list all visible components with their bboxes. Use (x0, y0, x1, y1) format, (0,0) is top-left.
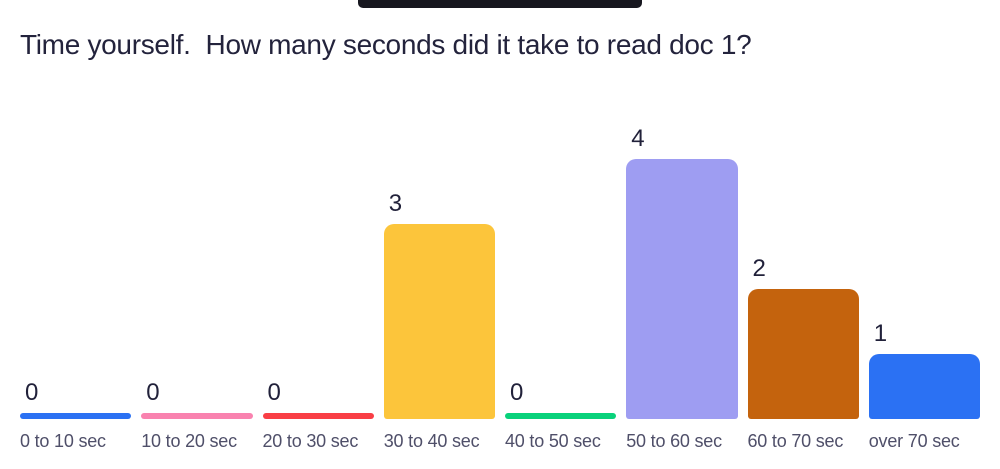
labels-row: 0 to 10 sec 10 to 20 sec 20 to 30 sec 30 to… (20, 432, 980, 450)
bar-column: 0 (141, 379, 253, 419)
bar (868, 354, 980, 419)
bar-value-label: 0 (510, 379, 524, 406)
bar-column: 1 (868, 320, 980, 419)
bar-chart: 0 0 0 3 0 4 2 1 0 to 10 sec 10 to 20 sec 20 to 30… (20, 119, 980, 450)
bar (20, 413, 132, 419)
bar-category-label: 30 to 40 sec (383, 431, 480, 451)
question-title: Time yourself. How many seconds did it t… (20, 29, 752, 60)
bar-category-label: 40 to 50 sec (505, 431, 601, 451)
bar-column: 2 (747, 255, 859, 419)
bar-value-label: 1 (873, 320, 888, 347)
bar-column: 4 (626, 125, 738, 419)
bar (141, 413, 253, 419)
bar-column: 0 (505, 379, 617, 419)
bar-category-label: 20 to 30 sec (262, 431, 359, 451)
bar (262, 413, 374, 419)
bar-column: 0 (20, 379, 132, 419)
bar (747, 289, 859, 419)
bar-category-label: 0 to 10 sec (20, 431, 106, 451)
bar (626, 159, 738, 419)
bar-value-label: 0 (146, 379, 160, 406)
bar-column: 0 (262, 379, 374, 419)
bar-value-label: 4 (631, 125, 645, 152)
bar-value-label: 2 (752, 255, 766, 282)
bar-category-label: 50 to 60 sec (626, 431, 722, 451)
bar-value-label: 3 (388, 190, 403, 217)
bar (505, 413, 617, 419)
bar-column: 3 (383, 190, 495, 419)
bar-value-label: 0 (267, 379, 281, 406)
bar (383, 224, 495, 419)
bar-category-label: 60 to 70 sec (747, 431, 844, 451)
bar-category-label: 10 to 20 sec (141, 431, 237, 451)
top-progress-pill (358, 0, 642, 8)
bars-row: 0 0 0 3 0 4 2 1 (20, 119, 980, 419)
bar-value-label: 0 (25, 379, 39, 406)
bar-category-label: over 70 sec (868, 431, 960, 451)
